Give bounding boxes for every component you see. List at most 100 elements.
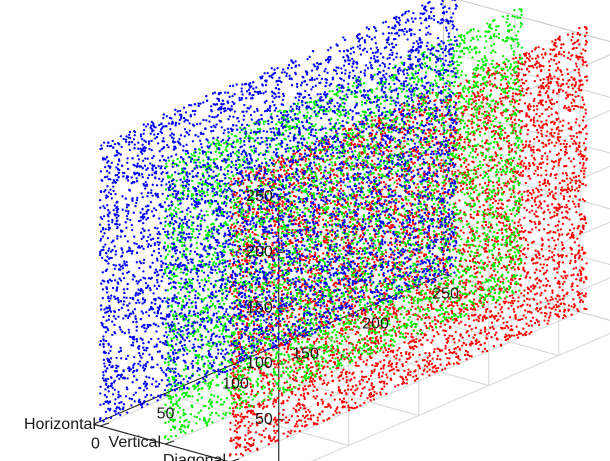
- data-point: [559, 228, 563, 231]
- data-point: [543, 200, 546, 203]
- data-point: [407, 277, 411, 281]
- data-point: [311, 365, 314, 369]
- data-point: [478, 107, 481, 110]
- data-point: [425, 143, 428, 146]
- data-point: [539, 202, 543, 205]
- data-point: [405, 229, 409, 232]
- data-point: [511, 302, 515, 305]
- data-point: [445, 363, 448, 367]
- data-point: [435, 172, 438, 175]
- data-point: [412, 347, 415, 351]
- data-point: [383, 385, 386, 388]
- grid-line-x-floor: [443, 273, 610, 321]
- data-point: [566, 33, 570, 36]
- data-point: [330, 374, 334, 377]
- data-point: [565, 171, 568, 175]
- data-point: [570, 39, 573, 42]
- data-point: [541, 135, 544, 138]
- data-point: [512, 57, 515, 60]
- data-point: [552, 254, 556, 257]
- data-point: [378, 176, 381, 179]
- data-point: [511, 148, 514, 151]
- data-point: [338, 398, 342, 401]
- data-point: [497, 220, 501, 224]
- data-point: [485, 333, 489, 336]
- data-point: [291, 191, 294, 194]
- data-point: [580, 169, 583, 173]
- data-point: [550, 107, 553, 110]
- data-point: [574, 121, 577, 124]
- data-point: [571, 93, 574, 97]
- data-point: [282, 328, 285, 331]
- data-point: [354, 401, 357, 405]
- data-point: [532, 118, 535, 122]
- data-point: [423, 253, 426, 256]
- data-point: [454, 330, 457, 334]
- data-point: [539, 301, 542, 304]
- data-point: [561, 172, 565, 175]
- data-point: [460, 135, 464, 139]
- data-point: [433, 348, 436, 351]
- data-point: [334, 299, 338, 302]
- data-point: [516, 336, 520, 339]
- data-point: [550, 134, 553, 137]
- data-point: [396, 369, 399, 372]
- data-point: [243, 424, 246, 427]
- data-point: [481, 315, 485, 319]
- data-point: [403, 369, 406, 372]
- data-point: [567, 122, 570, 125]
- data-point: [274, 401, 278, 404]
- data-point: [468, 324, 471, 328]
- data-point: [569, 246, 572, 249]
- data-point: [579, 162, 582, 165]
- data-point: [532, 191, 535, 194]
- data-point: [496, 338, 499, 341]
- data-point: [450, 309, 453, 313]
- data-point: [232, 410, 235, 413]
- data-point: [579, 56, 582, 59]
- data-point: [248, 172, 251, 175]
- data-point: [510, 212, 513, 216]
- data-point: [516, 162, 519, 165]
- data-point: [348, 325, 351, 329]
- data-point: [520, 292, 523, 295]
- data-point: [563, 206, 567, 209]
- data-point: [369, 399, 372, 402]
- data-point: [443, 334, 447, 337]
- data-point: [285, 314, 289, 318]
- data-point: [577, 257, 581, 260]
- data-point: [578, 269, 581, 272]
- y-tick-mark: [99, 422, 110, 427]
- data-point: [531, 257, 534, 260]
- data-point: [356, 291, 360, 295]
- data-point: [544, 297, 547, 300]
- data-point: [514, 316, 517, 319]
- data-point: [295, 372, 299, 375]
- data-point: [438, 214, 441, 217]
- data-point: [342, 311, 346, 314]
- data-point: [387, 347, 390, 351]
- data-point: [452, 157, 455, 160]
- data-point: [428, 290, 432, 293]
- data-point: [487, 67, 490, 70]
- data-point: [583, 103, 586, 106]
- data-point: [483, 142, 487, 145]
- data-point: [328, 217, 332, 220]
- data-point: [463, 243, 466, 246]
- data-point: [524, 61, 527, 64]
- data-point: [526, 243, 530, 246]
- data-point: [503, 326, 506, 330]
- data-point: [371, 310, 375, 314]
- data-point: [260, 380, 263, 383]
- data-point: [237, 255, 240, 259]
- data-point: [322, 324, 325, 327]
- data-point: [491, 256, 495, 260]
- data-point: [472, 133, 475, 137]
- data-point: [389, 205, 392, 209]
- data-point: [428, 354, 431, 357]
- data-point: [276, 169, 280, 173]
- data-point: [541, 154, 544, 158]
- data-point: [348, 299, 351, 302]
- data-point: [557, 139, 561, 143]
- grid-line-x-floor: [373, 303, 559, 356]
